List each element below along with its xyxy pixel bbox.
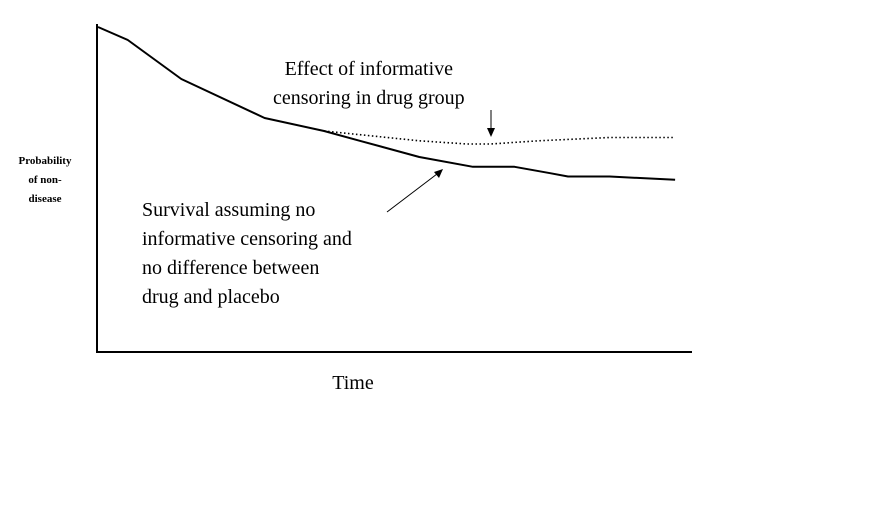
annotation-survival-assumption: Survival assuming no informative censori…: [142, 196, 352, 312]
annotation-arrowhead-bottom: [434, 169, 443, 178]
annotation-line: censoring in drug group: [273, 87, 465, 109]
y-axis-label-line-2: of non-: [28, 174, 62, 186]
annotation-line: Effect of informative: [284, 58, 454, 80]
annotation-line: no difference between: [142, 257, 320, 279]
annotation-line: Survival assuming no: [142, 199, 316, 221]
series-line-dotted: [324, 130, 676, 145]
annotation-line: informative censoring and: [142, 228, 352, 250]
annotation-line: drug and placebo: [142, 286, 280, 308]
annotation-informative-censoring: Effect of informative censoring in drug …: [273, 55, 465, 113]
annotation-arrowhead-top: [487, 128, 495, 137]
y-axis-label-line-3: disease: [28, 193, 62, 205]
y-axis-label: Probability of non- disease: [2, 152, 88, 209]
y-axis-label-line-1: Probability: [18, 155, 72, 167]
series-line-solid: [97, 26, 676, 181]
series-layer: [97, 26, 676, 181]
annotation-arrow-bottom: [386, 173, 438, 213]
x-axis-label: Time: [332, 372, 374, 394]
